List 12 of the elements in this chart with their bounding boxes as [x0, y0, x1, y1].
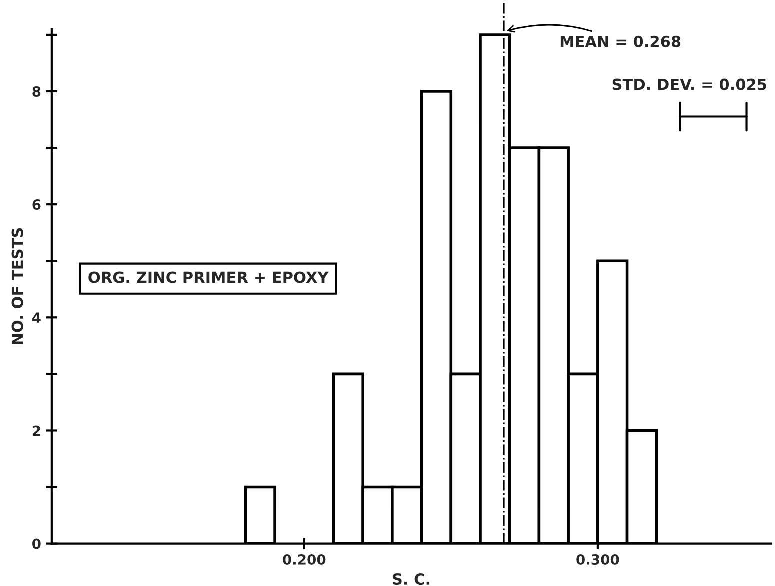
y-axis-title: NO. OF TESTS	[12, 228, 24, 344]
y-tick-label: 8	[32, 86, 41, 97]
x-axis-title: S. C.	[393, 573, 430, 586]
ref-line-label: MEAN = 0.268	[560, 36, 681, 48]
y-tick-label: 4	[32, 312, 41, 323]
annotation: ORG. ZINC PRIMER + EPOXY	[88, 272, 329, 284]
y-tick-label: 2	[32, 426, 40, 436]
x-tick-label: 0.200	[283, 554, 326, 565]
x-tick-label: 0.300	[576, 554, 620, 565]
y-tick-label: 6	[32, 200, 41, 210]
annotation: STD. DEV. = 0.025	[612, 78, 766, 90]
y-tick-label: 0	[32, 538, 41, 550]
